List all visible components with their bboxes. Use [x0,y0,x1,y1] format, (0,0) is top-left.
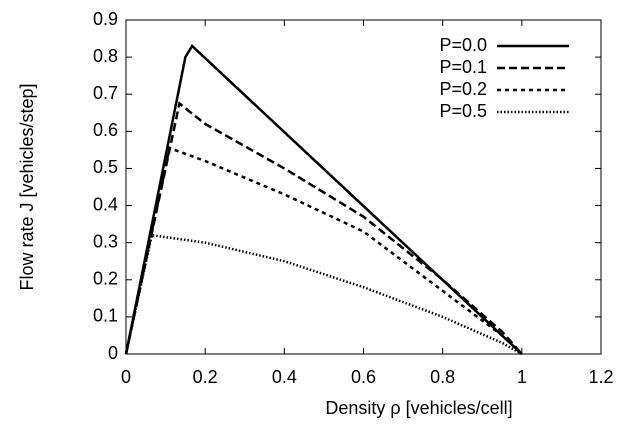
legend-label: P=0.5 [439,101,487,121]
y-tick-label: 0.6 [93,120,118,140]
series-line [124,44,523,355]
x-tick-label: 0.8 [430,367,455,387]
y-axis-label: Flow rate J [vehicles/step] [17,83,37,290]
y-tick-label: 0.7 [93,83,118,103]
plot-frame [125,19,602,355]
x-tick-label: 0 [121,367,131,387]
y-tick-label: 0.9 [93,9,118,29]
x-tick-label: 0.6 [351,367,376,387]
legend-label: P=0.0 [439,35,487,55]
series-line [124,146,523,355]
y-tick-label: 0.5 [93,157,118,177]
y-tick-label: 0.8 [93,46,118,66]
series-line [124,233,523,356]
y-tick-label: 0.1 [93,306,118,326]
legend-label: P=0.2 [439,79,487,99]
y-tick-label: 0 [108,343,118,363]
x-tick-label: 1 [517,367,527,387]
legend-label: P=0.1 [439,57,487,77]
y-tick-label: 0.4 [93,194,118,214]
x-axis-label: Density ρ [vehicles/cell] [325,398,512,418]
x-tick-label: 0.4 [272,367,297,387]
x-tick-label: 0.2 [193,367,218,387]
series-line [124,101,523,355]
x-tick-label: 1.2 [588,367,613,387]
y-tick-label: 0.3 [93,231,118,251]
y-tick-label: 0.2 [93,269,118,289]
